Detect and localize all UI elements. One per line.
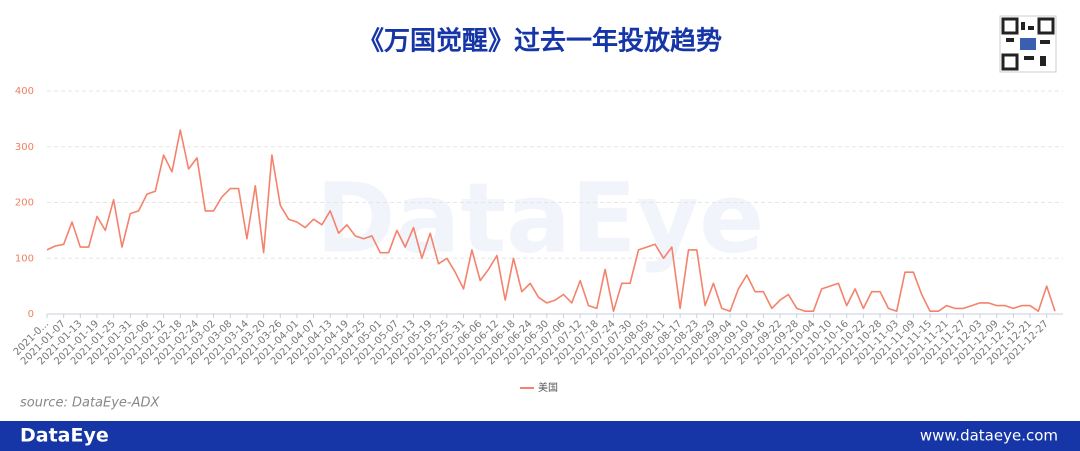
- y-tick-label: 200: [15, 198, 34, 209]
- y-tick-label: 100: [15, 253, 34, 264]
- y-tick-label: 300: [15, 142, 34, 153]
- plot: 01002003004002021-0...2021-01-072021-01-…: [12, 86, 1063, 394]
- watermark: DataEye: [316, 162, 764, 274]
- y-tick-label: 400: [15, 86, 34, 97]
- source-note: source: DataEye-ADX: [20, 396, 161, 411]
- qr-code: [999, 15, 1057, 73]
- y-tick-label: 0: [28, 309, 34, 320]
- chart-title: 《万国觉醒》过去一年投放趋势: [358, 26, 722, 57]
- data-line: [46, 129, 1056, 312]
- footer-band: [0, 421, 1080, 451]
- footer-brand: DataEye: [20, 425, 109, 447]
- legend-label: 美国: [538, 381, 558, 394]
- footer-url: www.dataeye.com: [920, 427, 1058, 445]
